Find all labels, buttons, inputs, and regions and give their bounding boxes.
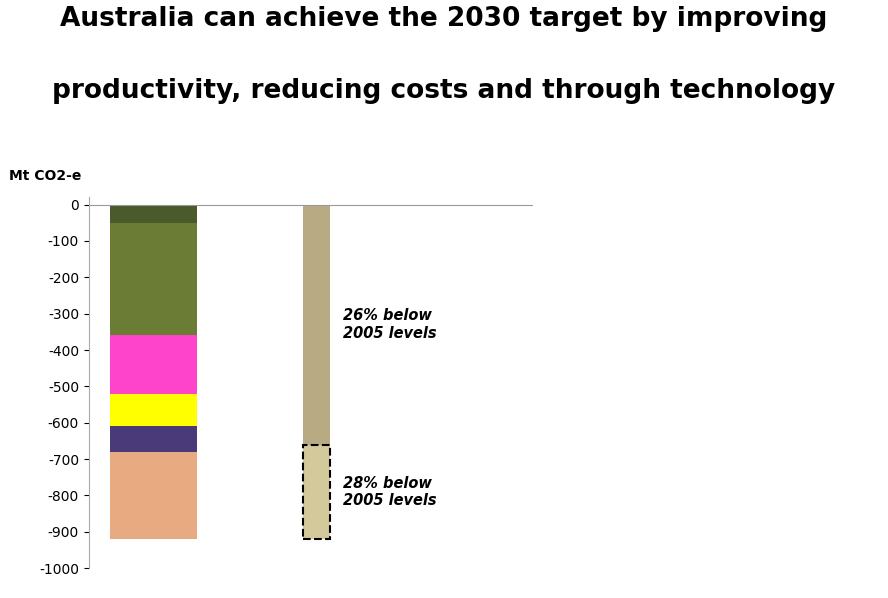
Text: 26% below
2005 levels: 26% below 2005 levels [343,309,436,341]
Text: Australia can achieve the 2030 target by improving: Australia can achieve the 2030 target by… [60,6,828,32]
Bar [303,444,329,539]
Bar [110,451,197,539]
Bar [110,205,197,223]
Bar [303,205,329,444]
Text: productivity, reducing costs and through technology: productivity, reducing costs and through… [52,78,836,103]
Bar [110,393,197,426]
Legend: Emissions Reduction Fund
(existing), Emissions Reduction Fund and
Safeguard Mech: Emissions Reduction Fund (existing), Emi… [539,203,787,426]
Bar [110,335,197,393]
Bar [110,223,197,335]
Text: Mt CO2-e: Mt CO2-e [9,169,82,182]
Text: 28% below
2005 levels: 28% below 2005 levels [343,475,436,508]
Bar [110,426,197,451]
